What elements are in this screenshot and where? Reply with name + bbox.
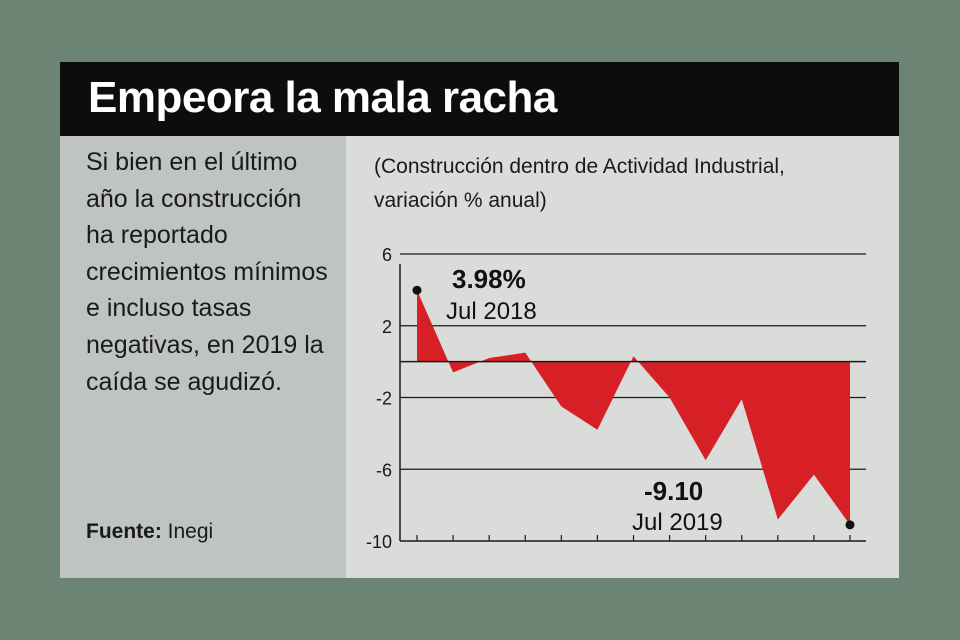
sidebar-panel: Si bien en el último año la construcción… <box>60 136 346 578</box>
chart-subtitle-line1: (Construcción dentro de Actividad Indust… <box>374 155 785 178</box>
annotation-start-label: Jul 2018 <box>446 298 537 325</box>
source-label: Fuente: <box>86 520 162 543</box>
chart-subtitle: (Construcción dentro de Actividad Indust… <box>374 150 894 218</box>
headline: Empeora la mala racha <box>88 73 557 122</box>
description-text: Si bien en el último año la construcción… <box>86 148 328 396</box>
header-bar: Empeora la mala racha <box>60 62 899 136</box>
start-point-marker <box>412 285 422 295</box>
chart-subtitle-line2: variación % anual) <box>374 189 547 212</box>
infographic-card: Empeora la mala racha Si bien en el últi… <box>60 62 899 578</box>
y-tick-label: -2 <box>376 389 392 409</box>
annotation-end-label: Jul 2019 <box>632 509 723 536</box>
annotation-start-value: 3.98% <box>452 264 526 294</box>
area-series <box>417 290 850 525</box>
source-line: Fuente: Inegi <box>86 520 213 544</box>
source-value: Inegi <box>167 520 214 543</box>
y-tick-label: 2 <box>382 317 392 337</box>
y-tick-label: -10 <box>366 532 392 552</box>
end-point-marker <box>845 520 855 530</box>
annotation-end-value: -9.10 <box>644 476 703 506</box>
y-tick-label: -6 <box>376 460 392 480</box>
y-tick-label: 6 <box>382 245 392 265</box>
